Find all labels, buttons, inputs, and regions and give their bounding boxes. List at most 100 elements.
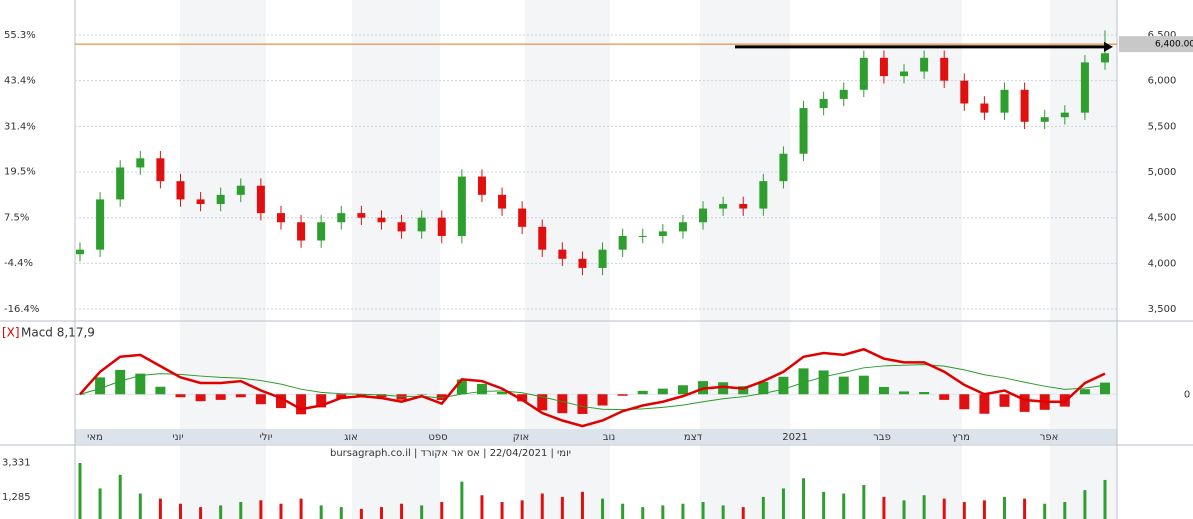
volume-bar bbox=[178, 503, 182, 519]
x-tick-label: יוני bbox=[172, 432, 183, 443]
macd-histogram-bar bbox=[1079, 389, 1090, 395]
volume-bar bbox=[1003, 496, 1007, 519]
x-tick-label: אפר bbox=[1040, 432, 1059, 443]
macd-histogram-bar bbox=[235, 394, 246, 398]
candle-body bbox=[920, 57, 929, 72]
candle-body bbox=[980, 103, 989, 113]
macd-histogram-bar bbox=[95, 377, 106, 395]
volume-bar bbox=[1103, 479, 1107, 519]
candle-body bbox=[779, 153, 788, 182]
volume-bar bbox=[580, 491, 584, 519]
volume-bar bbox=[1023, 498, 1027, 519]
y2-tick-label: -4.4% bbox=[4, 258, 33, 269]
macd-histogram-bar bbox=[155, 386, 166, 395]
x-tick-label: מאי bbox=[87, 432, 103, 443]
candle-body bbox=[76, 249, 84, 255]
volume-bar bbox=[962, 502, 966, 519]
macd-histogram-bar bbox=[597, 394, 608, 406]
candle-body bbox=[477, 176, 486, 195]
y-tick-label: 0 bbox=[1184, 389, 1190, 400]
macd-histogram-bar bbox=[999, 394, 1010, 407]
candle-body bbox=[598, 249, 607, 268]
macd-histogram-bar bbox=[677, 385, 688, 395]
candle-body bbox=[699, 208, 708, 223]
volume-bar bbox=[982, 500, 986, 519]
candle-body bbox=[900, 71, 909, 77]
y2-tick-label: 19.5% bbox=[4, 167, 36, 178]
y-tick-label: 3,331 bbox=[2, 457, 31, 468]
candle-body bbox=[538, 226, 547, 250]
macd-histogram-bar bbox=[577, 394, 588, 414]
x-tick-label: 2021 bbox=[782, 432, 807, 443]
candle-body bbox=[136, 158, 145, 168]
volume-bar bbox=[641, 507, 645, 519]
volume-bar bbox=[862, 485, 866, 519]
x-tick-label: מרץ bbox=[952, 432, 970, 443]
candle-body bbox=[1101, 53, 1109, 63]
macd-histogram-bar bbox=[1019, 394, 1030, 412]
y-tick-label: 1,285 bbox=[2, 492, 31, 503]
y-tick-label: 6,500 bbox=[1148, 30, 1177, 41]
volume-bar bbox=[158, 498, 162, 519]
volume-bar bbox=[681, 503, 685, 519]
x-tick-label: דצמ bbox=[684, 432, 703, 443]
macd-histogram-bar bbox=[919, 392, 930, 395]
macd-histogram-bar bbox=[275, 394, 286, 409]
macd-histogram-bar bbox=[115, 369, 126, 395]
macd-histogram-bar bbox=[175, 394, 186, 398]
y2-tick-label: 7.5% bbox=[4, 213, 29, 224]
macd-histogram-bar bbox=[798, 368, 809, 395]
x-tick-label: ספט bbox=[428, 432, 447, 443]
macd-histogram-bar bbox=[979, 394, 990, 414]
candle-body bbox=[156, 158, 165, 182]
volume-bar bbox=[420, 505, 424, 519]
candle-body bbox=[256, 185, 265, 214]
volume-bar bbox=[882, 496, 886, 519]
macd-histogram-bar bbox=[75, 394, 85, 395]
macd-histogram-bar bbox=[456, 379, 467, 395]
macd-histogram-bar bbox=[376, 394, 387, 398]
price-box bbox=[1119, 36, 1193, 53]
macd-histogram-bar bbox=[738, 386, 749, 395]
volume-bar bbox=[219, 505, 223, 519]
macd-histogram-bar bbox=[617, 394, 628, 396]
candle-body bbox=[859, 57, 868, 90]
candle-body bbox=[518, 208, 527, 227]
macd-histogram-bar bbox=[215, 394, 226, 400]
volume-bar bbox=[78, 462, 82, 519]
x-tick-label: פבר bbox=[873, 432, 891, 443]
macd-histogram-bar bbox=[557, 394, 568, 414]
macd-histogram-bar bbox=[878, 386, 889, 395]
macd-histogram-bar bbox=[959, 394, 970, 410]
candle-body bbox=[638, 235, 647, 237]
close-button[interactable]: [X] bbox=[2, 326, 20, 340]
candle-body bbox=[276, 213, 285, 223]
volume-bar bbox=[781, 488, 785, 519]
x-tick-label: אוג bbox=[344, 432, 358, 443]
x-tick-label: נוב bbox=[603, 432, 616, 443]
candle-body bbox=[819, 98, 828, 109]
macd-histogram-bar bbox=[718, 382, 729, 395]
macd-histogram-bar bbox=[637, 390, 648, 395]
volume-bar bbox=[842, 493, 846, 519]
volume-bar bbox=[902, 500, 906, 519]
volume-bar bbox=[560, 496, 564, 519]
macd-histogram-bar bbox=[135, 373, 146, 395]
macd-histogram-bar bbox=[517, 394, 528, 402]
macd-histogram-bar bbox=[778, 376, 789, 395]
macd-histogram-bar bbox=[858, 375, 869, 395]
macd-histogram-bar bbox=[255, 394, 266, 405]
macd-histogram-bar bbox=[416, 394, 427, 395]
candle-body bbox=[1020, 89, 1029, 122]
macd-histogram-bar bbox=[758, 381, 769, 395]
candle-body bbox=[719, 203, 728, 209]
volume-bar bbox=[621, 503, 625, 519]
volume-bar bbox=[239, 502, 243, 519]
candle-body bbox=[498, 194, 507, 209]
volume-bar bbox=[741, 507, 745, 519]
macd-title: Macd 8,17,9 bbox=[21, 326, 95, 340]
volume-bar bbox=[701, 502, 705, 519]
volume-bar bbox=[138, 493, 142, 519]
candle-body bbox=[578, 258, 587, 268]
